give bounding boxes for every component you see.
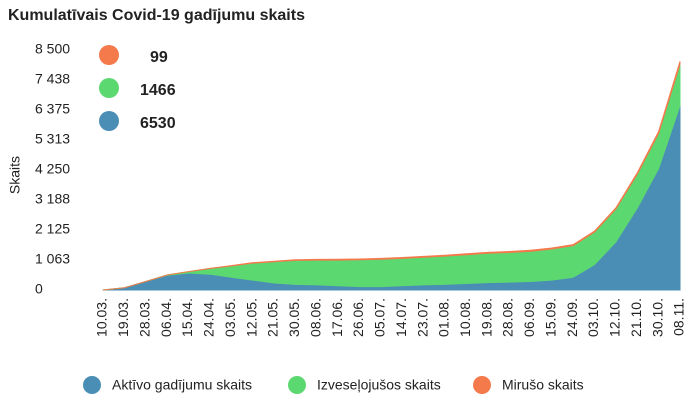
x-tick-label: 24.04. (201, 298, 217, 337)
x-tick-label: 17.06. (329, 298, 345, 337)
x-tick-label: 10.03. (94, 298, 110, 337)
y-tick-label: 1 063 (35, 251, 70, 267)
x-tick-label: 06.09. (521, 298, 537, 337)
chart-title: Kumulatīvais Covid-19 gadījumu skaits (8, 7, 305, 24)
legend-dot (99, 45, 119, 65)
x-tick-label: 14.07. (393, 298, 409, 337)
y-tick-label: 7 438 (35, 71, 70, 87)
legend-label: Izveseļojušos skaits (317, 377, 441, 393)
y-tick-label: 4 250 (35, 161, 70, 177)
legend-dot (99, 111, 119, 131)
y-tick-label: 6 375 (35, 101, 70, 117)
x-tick-label: 21.05. (265, 298, 281, 337)
x-tick-label: 24.09. (564, 298, 580, 337)
y-tick-label: 0 (35, 281, 43, 297)
y-tick-label: 2 125 (35, 221, 70, 237)
x-tick-label: 30.05. (286, 298, 302, 337)
x-tick-label: 28.03. (136, 298, 152, 337)
legend-marker (473, 376, 491, 394)
x-tick-label: 03.05. (222, 298, 238, 337)
x-tick-label: 08.06. (307, 298, 323, 337)
legend-label: Mirušo skaits (502, 377, 584, 393)
area (102, 61, 681, 291)
x-tick-label: 19.08. (478, 298, 494, 337)
y-tick-label: 5 313 (35, 131, 70, 147)
y-axis-label: Skaits (7, 156, 23, 194)
x-tick-label: 08.11. (671, 298, 687, 336)
legend-label: Aktīvo gadījumu skaits (112, 377, 252, 393)
x-tick-label: 03.10. (585, 298, 601, 337)
x-tick-label: 19.03. (115, 298, 131, 337)
x-tick-label: 06.04. (158, 298, 174, 337)
legend-marker (288, 376, 306, 394)
area (102, 64, 681, 291)
x-tick-label: 21.10. (628, 298, 644, 337)
x-tick-label: 01.08. (436, 298, 452, 337)
legend-value: 99 (150, 49, 168, 66)
x-tick-label: 23.07. (414, 298, 430, 337)
legend-value: 1466 (140, 82, 176, 99)
x-tick-label: 15.09. (542, 298, 558, 337)
x-tick-label: 05.07. (372, 298, 388, 337)
legend-marker (83, 376, 101, 394)
legend-dot (99, 78, 119, 98)
y-tick-label: 3 188 (35, 191, 70, 207)
x-tick-label: 30.10. (649, 298, 665, 337)
y-tick-label: 8 500 (35, 41, 70, 57)
x-tick-label: 26.06. (350, 298, 366, 337)
legend-value: 6530 (140, 115, 176, 132)
x-tick-label: 10.08. (457, 298, 473, 337)
x-tick-label: 15.04. (179, 298, 195, 337)
x-tick-label: 12.10. (607, 298, 623, 337)
x-tick-label: 12.05. (243, 298, 259, 337)
x-tick-label: 28.08. (500, 298, 516, 337)
